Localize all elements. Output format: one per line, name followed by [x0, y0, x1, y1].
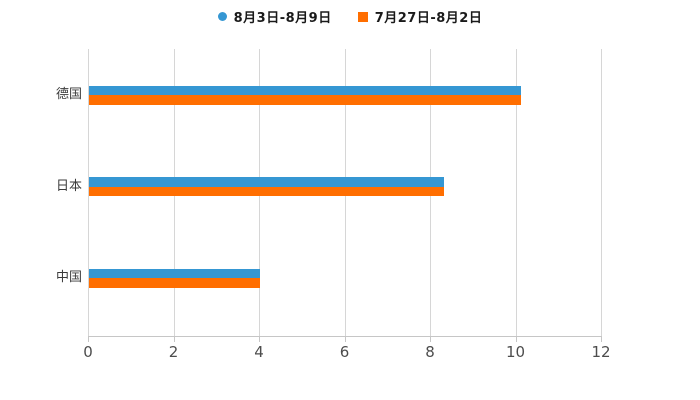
x-axis-tick — [601, 337, 602, 342]
chart-legend: 8月3日-8月9日 7月27日-8月2日 — [0, 7, 700, 26]
x-axis-tick-label: 12 — [591, 343, 611, 361]
x-axis-tick — [515, 337, 517, 342]
y-axis-category-label: 中国 — [55, 270, 82, 286]
legend-circle-marker-icon — [217, 12, 227, 21]
bar — [89, 95, 521, 105]
bar — [89, 186, 444, 197]
gridline — [515, 49, 517, 336]
legend-item-current-week: 8月3日-8月9日 — [217, 7, 332, 26]
x-axis-tick-label: 10 — [505, 343, 526, 361]
legend-label-current-week: 8月3日-8月9日 — [233, 11, 332, 26]
x-axis-tick-label: 0 — [83, 343, 93, 361]
bar — [89, 268, 260, 279]
x-axis-tick-label: 2 — [168, 343, 179, 361]
y-axis-category-label: 德国 — [55, 87, 82, 103]
legend-label-previous-week: 7月27日-8月2日 — [374, 11, 483, 26]
gridline — [88, 49, 89, 336]
x-axis-tick — [430, 337, 431, 342]
bar — [89, 85, 521, 96]
bar — [89, 278, 260, 288]
x-axis-line — [88, 336, 602, 337]
x-axis-tick — [259, 337, 260, 342]
x-axis-tick-label: 6 — [339, 343, 350, 361]
x-axis-tick — [88, 337, 89, 342]
x-axis-tick-label: 4 — [254, 343, 264, 361]
legend-item-previous-week: 7月27日-8月2日 — [357, 7, 483, 26]
y-axis-category-label: 日本 — [55, 178, 82, 194]
bar — [89, 177, 444, 187]
legend-square-marker-icon — [357, 11, 368, 22]
x-axis-tick — [344, 337, 346, 342]
gridline — [601, 49, 602, 336]
x-axis-tick — [173, 337, 175, 342]
x-axis-tick-label: 8 — [425, 343, 435, 361]
